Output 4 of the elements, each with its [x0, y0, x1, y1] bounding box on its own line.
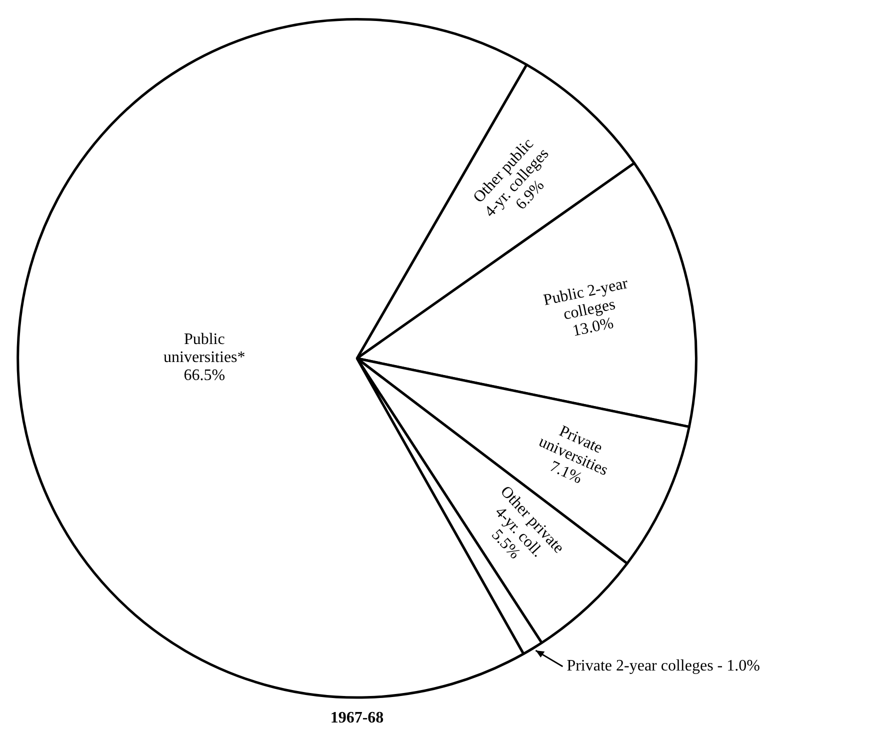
- text: 1967-68: [330, 710, 384, 727]
- slice-label: Public universities*: [164, 330, 246, 366]
- data-label: 66.5%: [184, 366, 226, 384]
- slice-label: Private 2-year colleges - 1.0%: [566, 658, 760, 675]
